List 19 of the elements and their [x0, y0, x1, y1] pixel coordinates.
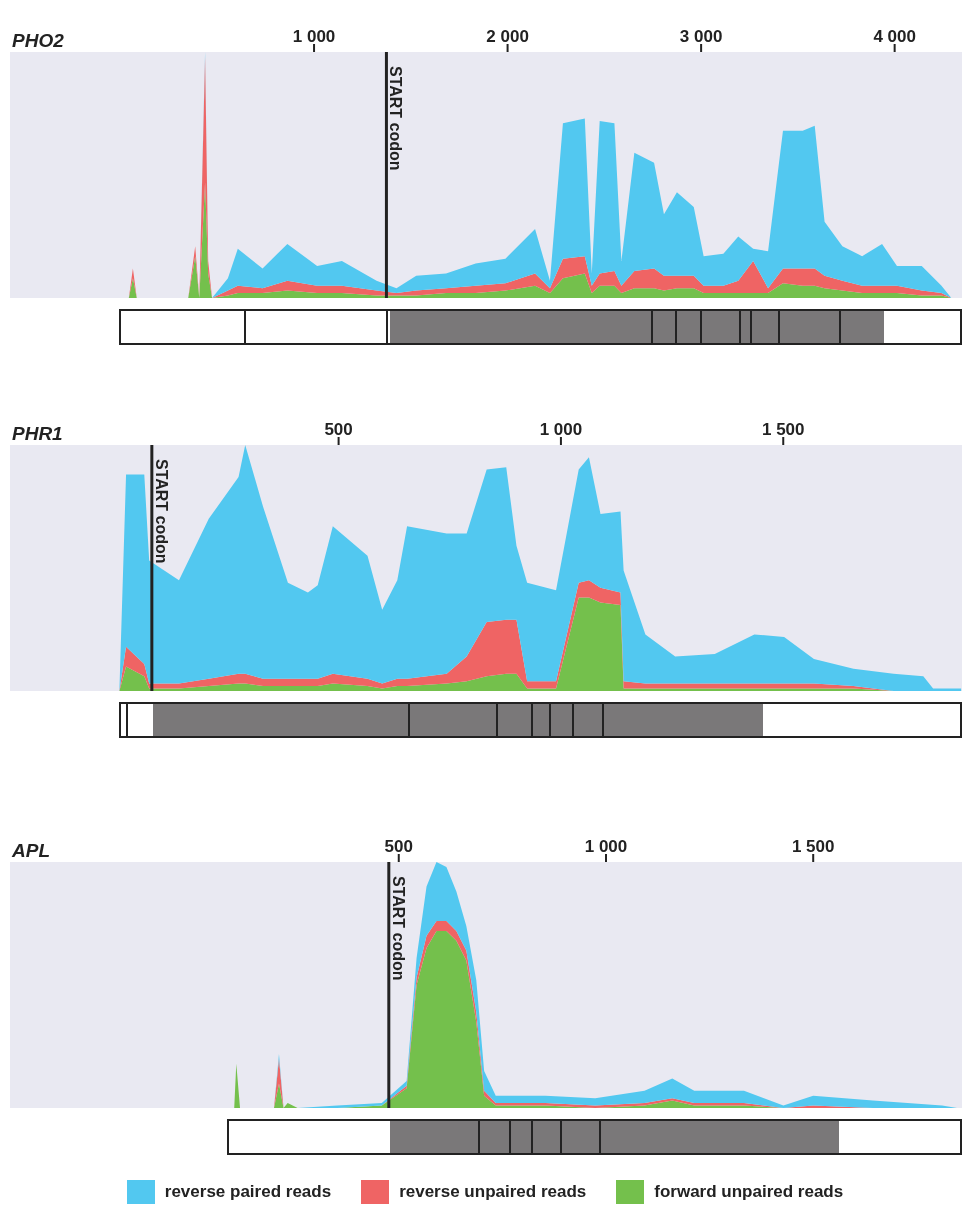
ref-line-label: START codon — [152, 459, 170, 564]
legend-label: reverse paired reads — [164, 1182, 332, 1202]
x-tick-label: 3 000 — [679, 27, 723, 46]
chart-title: PHR1 — [12, 423, 63, 445]
ref-line-label: START codon — [387, 66, 405, 171]
chart-title: PHO2 — [12, 30, 64, 52]
chart-title: APL — [12, 840, 50, 862]
x-tick-label: 2 000 — [486, 27, 529, 46]
x-tick-label: 1 500 — [761, 420, 805, 439]
x-tick-label: 500 — [384, 837, 413, 856]
x-tick-label: 4 000 — [873, 27, 916, 46]
x-tick-label: 1 500 — [791, 837, 835, 856]
ref-line-label: START codon — [389, 876, 407, 981]
legend-label: reverse unpaired reads — [399, 1182, 587, 1202]
legend-label: forward unpaired reads — [654, 1182, 844, 1202]
x-tick-label: 500 — [324, 420, 353, 439]
x-tick-label: 1 000 — [292, 27, 336, 46]
x-tick-label: 1 000 — [539, 420, 583, 439]
x-tick-label: 1 000 — [584, 837, 628, 856]
